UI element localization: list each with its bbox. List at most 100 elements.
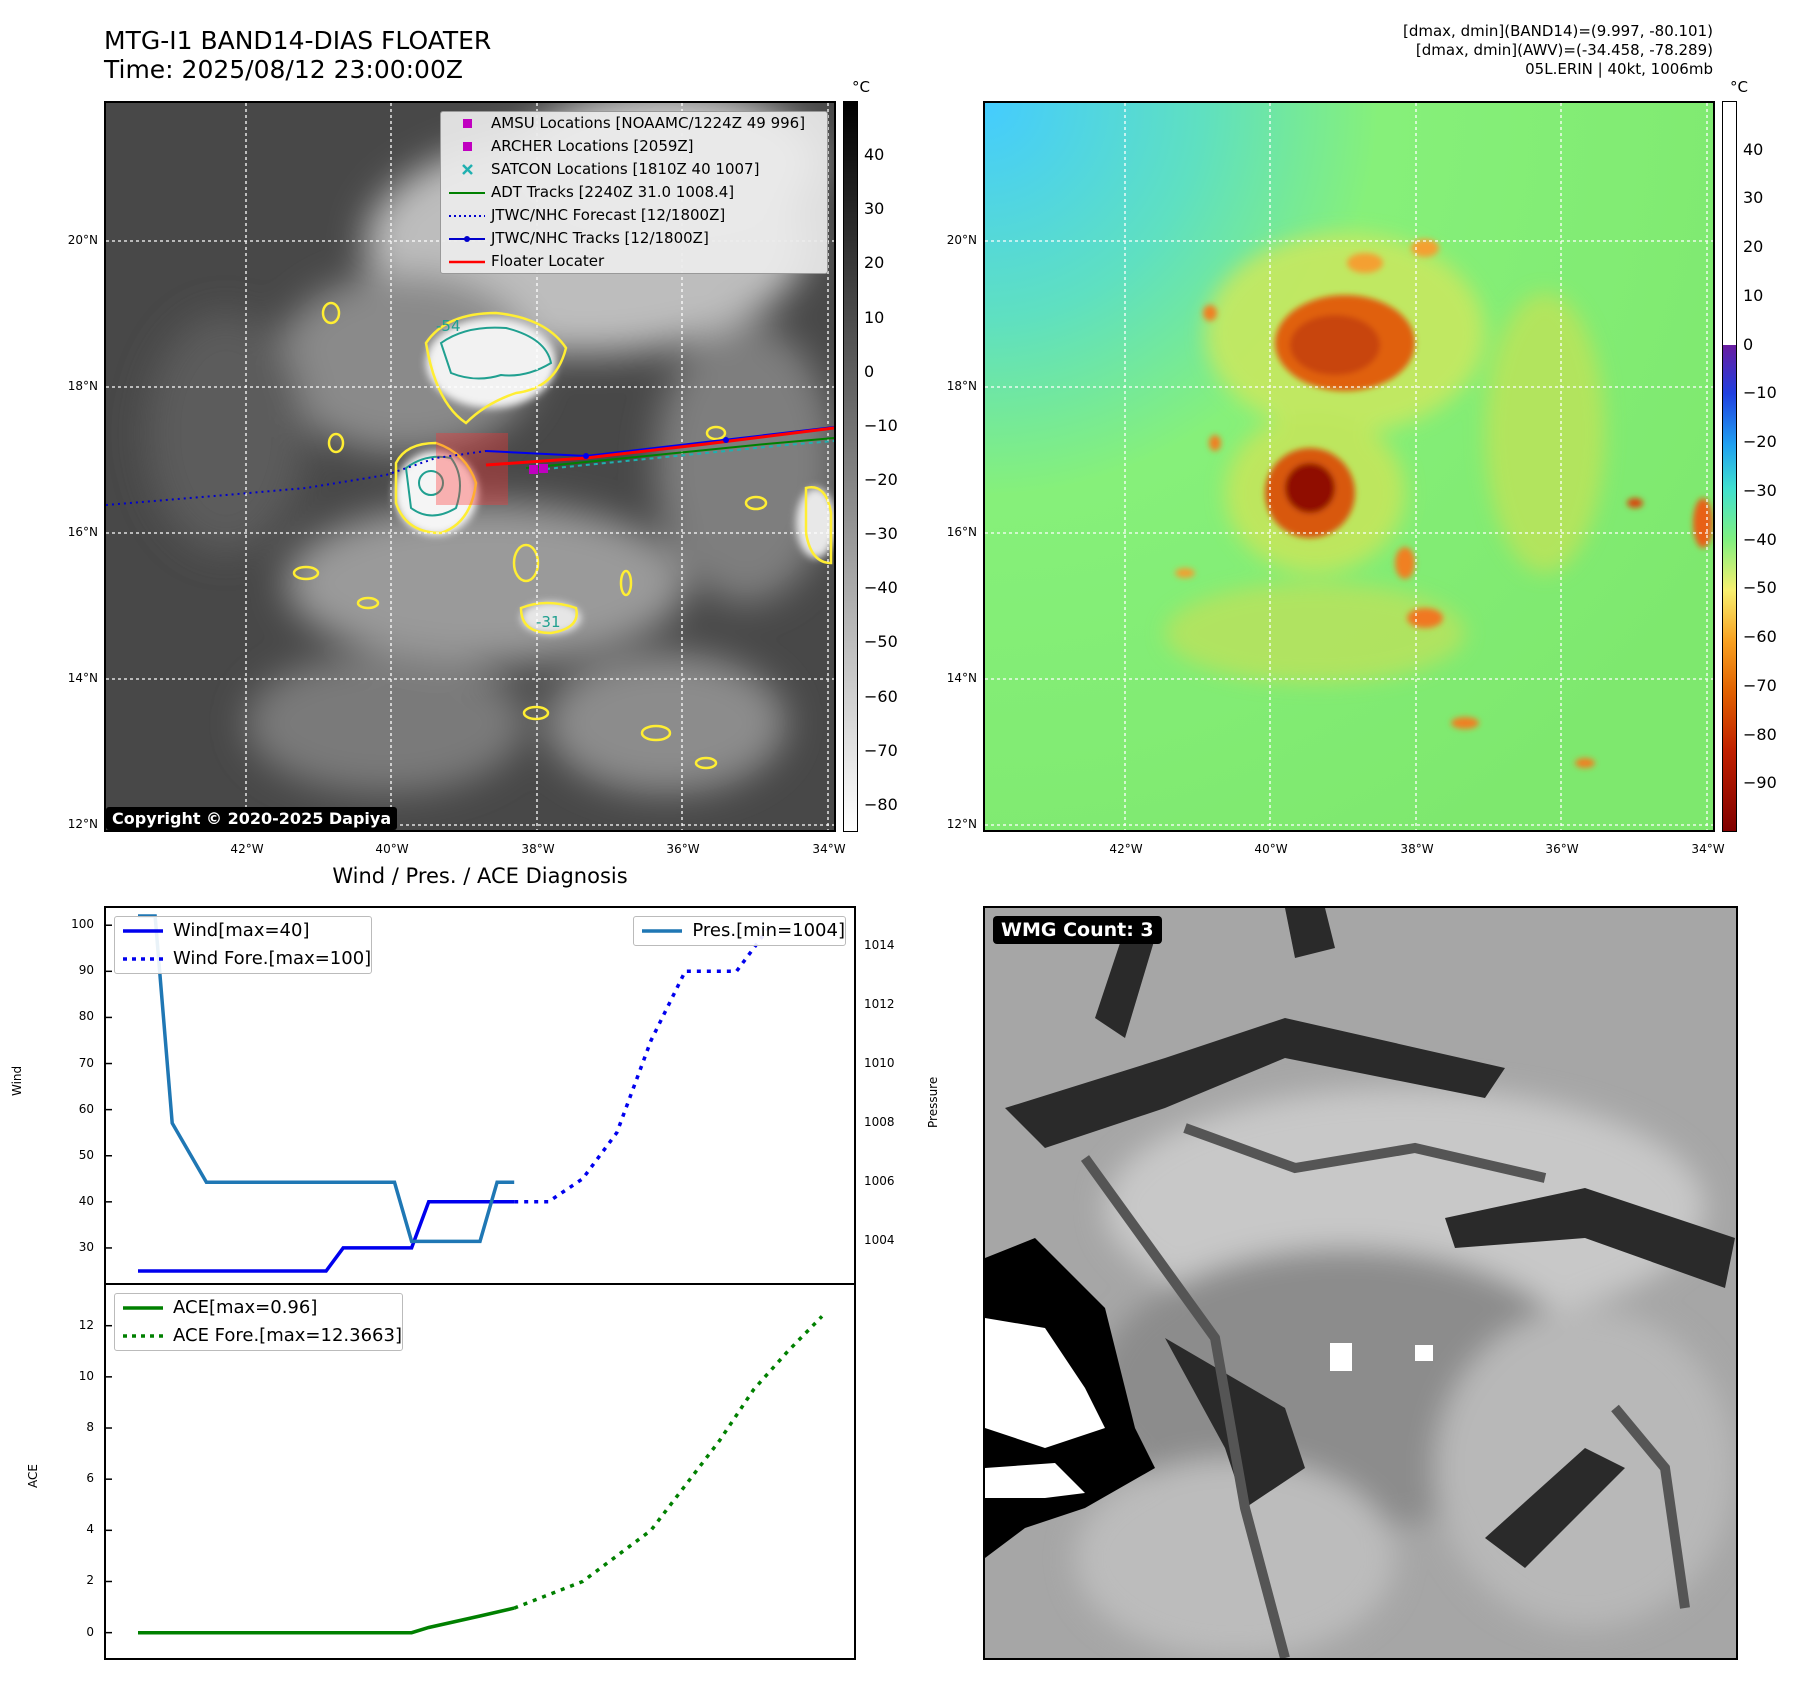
- ace-chart: ACE[max=0.96] ACE Fore.[max=12.3663]: [104, 1283, 856, 1660]
- lat-tick-label: 16°N: [946, 525, 977, 539]
- ace-axis-label: ACE: [26, 1464, 40, 1488]
- colorbar-tick-label: −10: [1743, 383, 1777, 403]
- colorbar-tick-label: −70: [1743, 675, 1777, 695]
- colorbar-tick-label: −30: [864, 524, 898, 544]
- track-point-1: [583, 453, 589, 459]
- y-tick-label: 70: [78, 1055, 94, 1070]
- y-tick-label: 10: [78, 1368, 94, 1383]
- y2-tick-label: 1004: [864, 1233, 895, 1248]
- figure-title: MTG-I1 BAND14-DIAS FLOATER Time: 2025/08…: [104, 26, 491, 84]
- lon-tick-label: 40°W: [375, 842, 409, 856]
- colorbar-tick-label: 10: [1743, 285, 1764, 305]
- y-tick-label: 40: [78, 1193, 94, 1208]
- colorbar-tick-label: −40: [864, 578, 898, 598]
- wmg-image: [985, 908, 1736, 1658]
- lat-tick-label: 18°N: [946, 379, 977, 393]
- legend-wind: Wind[max=40]: [115, 917, 371, 945]
- wmg-gray-lines: [1080, 1123, 1690, 1658]
- title-line-2: Time: 2025/08/12 23:00:00Z: [104, 55, 463, 84]
- lon-tick-label: 36°W: [666, 842, 700, 856]
- awv-image: [985, 103, 1713, 830]
- colorbar-tick-label: −90: [1743, 773, 1777, 793]
- square-marker-icon: [463, 119, 472, 128]
- legend-ace-forecast: ACE Fore.[max=12.3663]: [115, 1322, 402, 1350]
- lat-tick-label: 14°N: [946, 671, 977, 685]
- ir-colorbar-unit: °C: [852, 78, 870, 96]
- teal-contours: [404, 326, 553, 517]
- cold-cloud-tops: [1175, 239, 1713, 768]
- colorbar-tick-label: 30: [864, 199, 885, 219]
- lat-tick-label: 20°N: [946, 233, 977, 247]
- y-tick-label: 50: [78, 1147, 94, 1162]
- legend-amsu: AMSU Locations [NOAAMC/1224Z 49 996]: [441, 112, 827, 135]
- y-tick-label: 60: [78, 1101, 94, 1116]
- awv-gridlines: [985, 103, 1713, 830]
- colorbar-tick-label: −10: [864, 415, 898, 435]
- ace-legend: ACE[max=0.96] ACE Fore.[max=12.3663]: [114, 1293, 403, 1351]
- ir-legend: AMSU Locations [NOAAMC/1224Z 49 996] ARC…: [440, 111, 828, 274]
- colorbar-tick-label: 0: [1743, 334, 1754, 354]
- lon-tick-label: 42°W: [1109, 842, 1143, 856]
- lon-tick-label: 38°W: [1400, 842, 1434, 856]
- y2-tick-label: 1006: [864, 1174, 895, 1189]
- wmg-count-badge: WMG Count: 3: [993, 916, 1162, 944]
- lat-tick-label: 12°N: [946, 817, 977, 831]
- legend-wind-forecast: Wind Fore.[max=100]: [115, 945, 371, 973]
- colorbar-tick-label: −20: [1743, 432, 1777, 452]
- y2-tick-label: 1010: [864, 1055, 895, 1070]
- y-tick-label: 100: [71, 917, 94, 932]
- solid-line-icon: [123, 1306, 163, 1310]
- lat-tick-label: 14°N: [67, 671, 98, 685]
- track-point-2: [723, 437, 729, 443]
- ace-plot: [106, 1315, 824, 1635]
- series-line-1: [514, 924, 773, 1204]
- wind-legend: Wind[max=40] Wind Fore.[max=100]: [114, 916, 373, 974]
- y-tick-label: 30: [78, 1239, 94, 1254]
- ir-satellite-panel: -54 -31 AMSU Locations [NOAAMC/1224Z 49 …: [104, 101, 836, 832]
- wmg-white-areas: [985, 1318, 1433, 1498]
- y-tick-label: 90: [78, 963, 94, 978]
- line-dot-icon: [449, 236, 485, 242]
- lon-tick-label: 42°W: [230, 842, 264, 856]
- water-vapor-panel: [983, 101, 1715, 832]
- awv-colorbar: [1722, 101, 1737, 832]
- info-line-1: [dmax, dmin](BAND14)=(9.997, -80.101): [1402, 22, 1713, 40]
- lon-tick-label: 40°W: [1254, 842, 1288, 856]
- y-tick-label: 80: [78, 1009, 94, 1024]
- colorbar-tick-label: 30: [1743, 188, 1764, 208]
- solid-line-icon: [642, 929, 683, 933]
- lon-tick-label: 38°W: [521, 842, 555, 856]
- adt-track: [525, 437, 834, 469]
- colorbar-tick-label: 40: [864, 145, 885, 165]
- solid-line-icon: [123, 929, 163, 933]
- series-line-1: [513, 1315, 824, 1610]
- legend-ace: ACE[max=0.96]: [115, 1294, 402, 1322]
- colorbar-tick-label: −60: [864, 686, 898, 706]
- lon-tick-label: 34°W: [812, 842, 846, 856]
- legend-floater: Floater Locater: [441, 250, 827, 273]
- wind-pressure-plot: [106, 914, 773, 1273]
- y-tick-label: 8: [86, 1420, 94, 1434]
- dotted-line-icon: [123, 957, 163, 961]
- pressure-legend: Pres.[min=1004]: [633, 916, 846, 946]
- lon-tick-label: 36°W: [1545, 842, 1579, 856]
- colorbar-tick-label: −80: [864, 794, 898, 814]
- dotted-line-icon: [123, 1334, 163, 1338]
- forecast-track: [106, 450, 487, 506]
- solid-line-icon: [449, 192, 485, 194]
- title-line-1: MTG-I1 BAND14-DIAS FLOATER: [104, 26, 492, 55]
- y-tick-label: 0: [86, 1624, 94, 1639]
- floater-locater-track: [485, 426, 834, 467]
- copyright-badge: Copyright © 2020-2025 Dapiya: [106, 807, 398, 830]
- colorbar-tick-label: 10: [864, 307, 885, 327]
- colorbar-tick-label: −70: [864, 740, 898, 760]
- info-line-3: 05L.ERIN | 40kt, 1006mb: [1525, 60, 1713, 78]
- lat-tick-label: 16°N: [67, 525, 98, 539]
- x-marker-icon: [462, 164, 473, 175]
- lon-tick-label: 34°W: [1691, 842, 1725, 856]
- colorbar-tick-label: −30: [1743, 480, 1777, 500]
- series-line-0: [138, 1200, 515, 1273]
- colorbar-tick-label: −20: [864, 470, 898, 490]
- legend-archer: ARCHER Locations [2059Z]: [441, 135, 827, 158]
- colorbar-tick-label: −40: [1743, 529, 1777, 549]
